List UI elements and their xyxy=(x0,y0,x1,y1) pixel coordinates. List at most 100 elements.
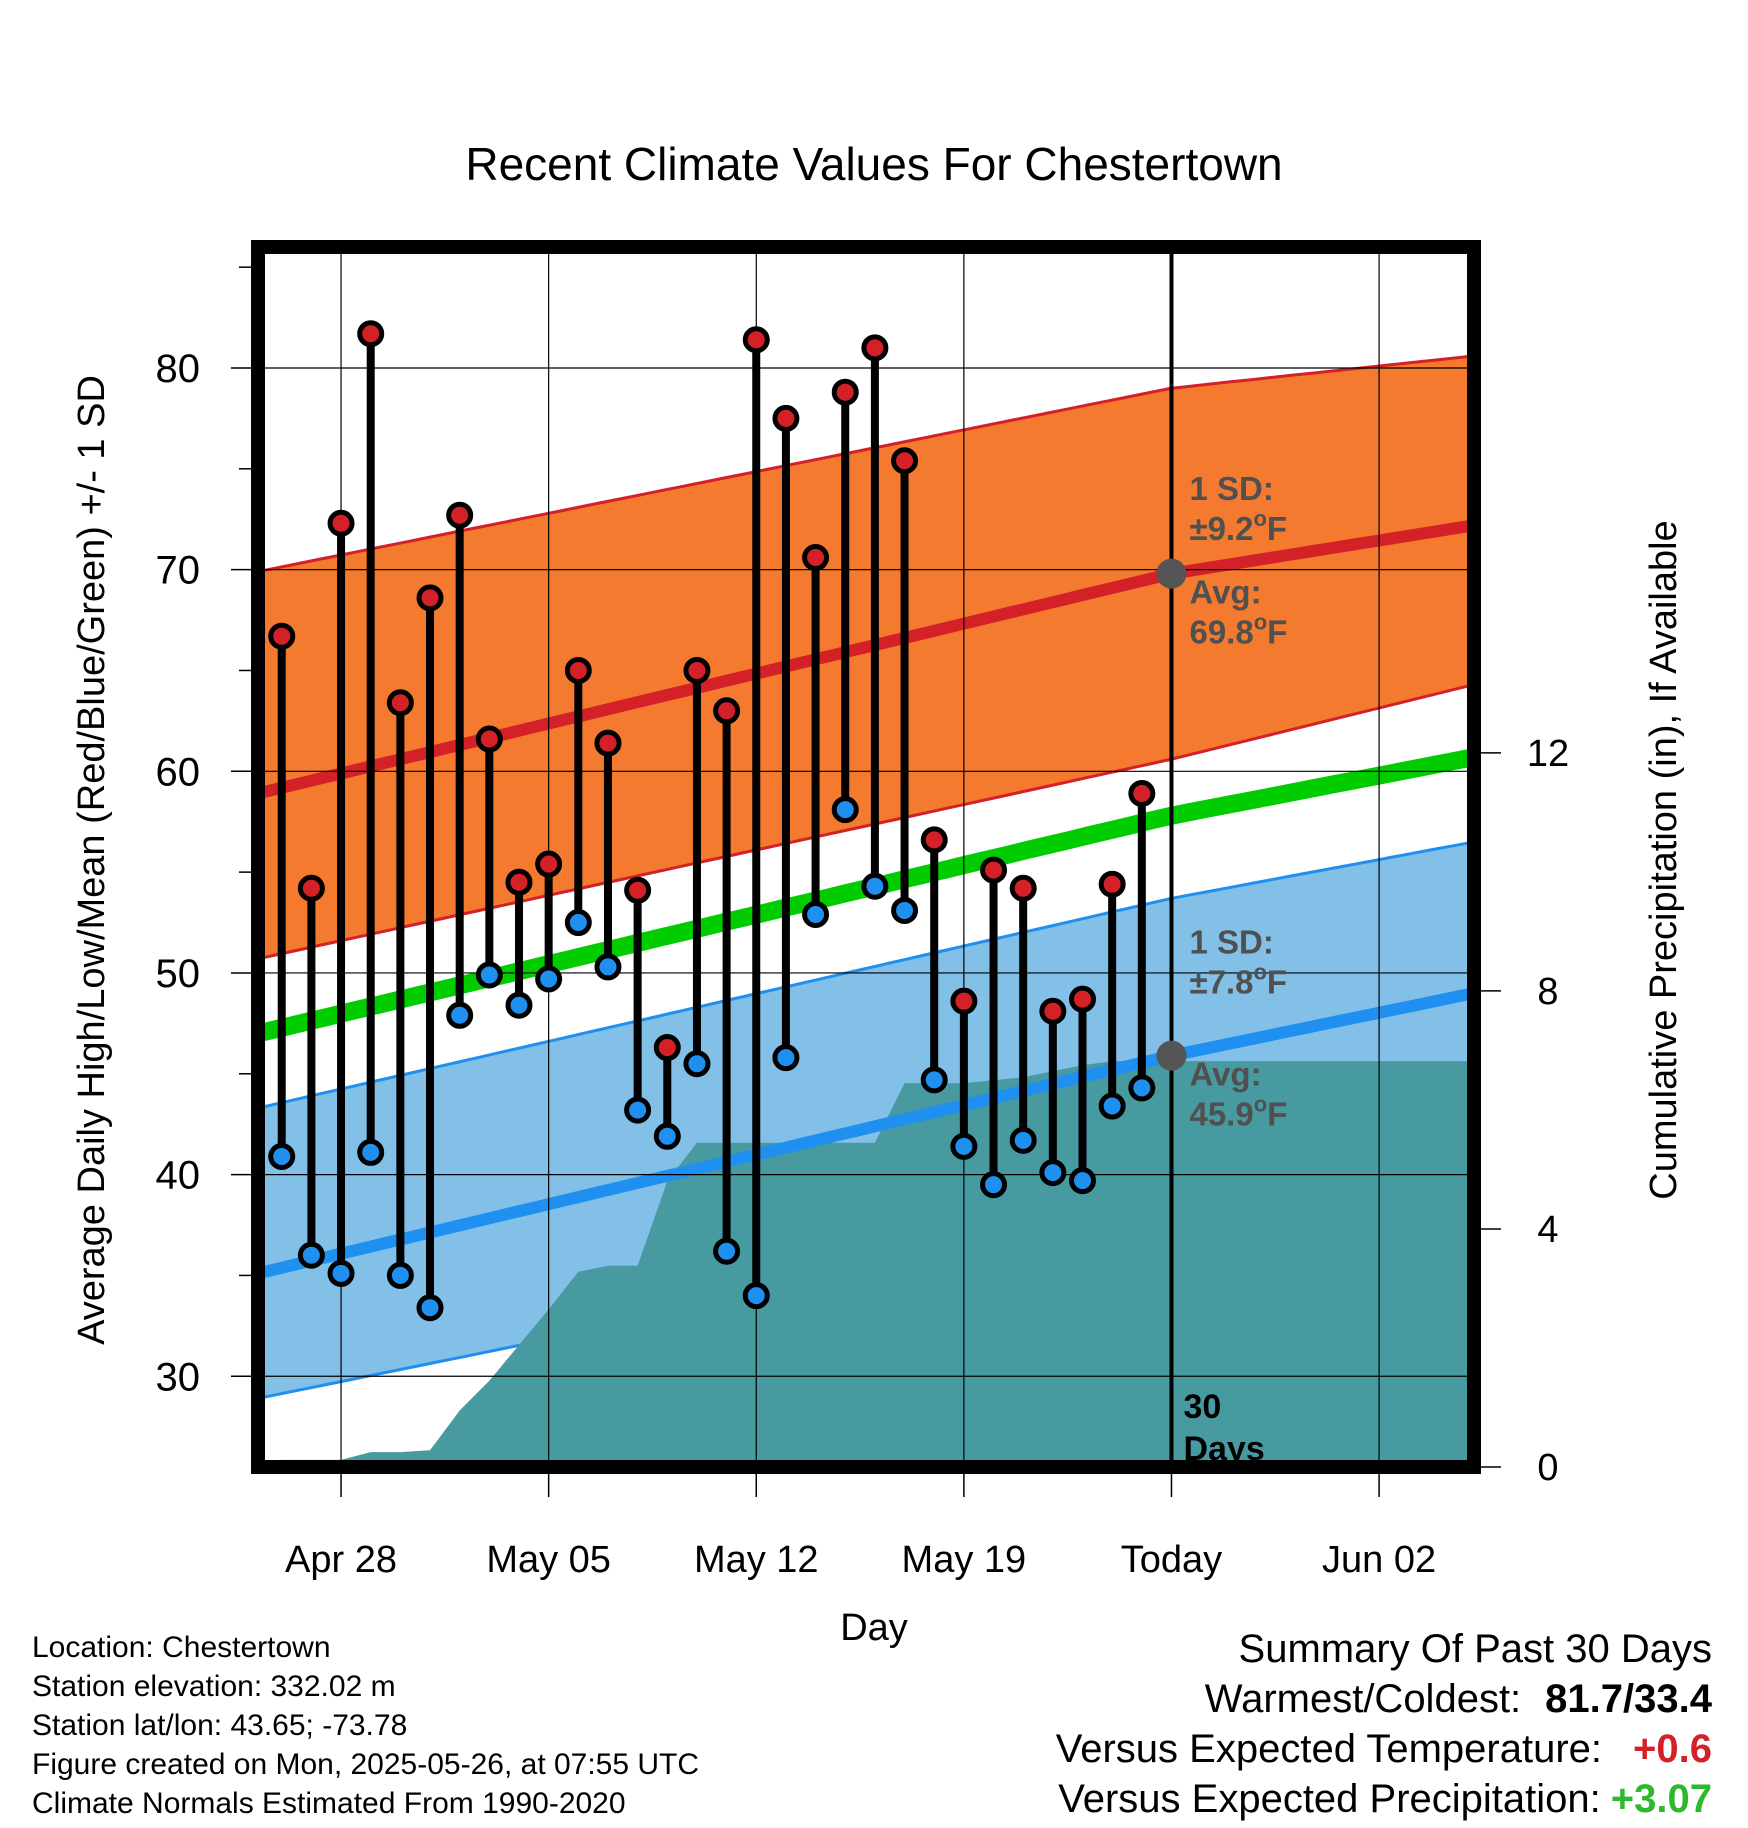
y2-tick-label: 8 xyxy=(1537,971,1558,1013)
daily-low-dot xyxy=(1039,1159,1067,1187)
x-tick-label: May 05 xyxy=(486,1539,611,1581)
y-tick-label: 40 xyxy=(156,1154,201,1198)
today-normal-high-marker xyxy=(1156,558,1187,589)
temp-value: +0.6 xyxy=(1633,1727,1712,1771)
low-avg-label: Avg: xyxy=(1189,1056,1261,1093)
normal-low-line xyxy=(256,987,1476,1280)
daily-high-dot xyxy=(802,544,830,572)
x-tick-label: Jun 02 xyxy=(1322,1539,1436,1581)
station-info: Location: Chestertown Station elevation:… xyxy=(32,1628,699,1823)
daily-high-dot xyxy=(1069,985,1097,1013)
y2-tick-label: 12 xyxy=(1527,733,1569,775)
daily-high-dot xyxy=(357,320,385,348)
daily-high-dot xyxy=(1128,779,1156,807)
x-tick-label: Today xyxy=(1121,1539,1222,1581)
daily-low-dot xyxy=(742,1282,770,1310)
daily-high-dot xyxy=(683,656,711,684)
y2-tick-label: 0 xyxy=(1537,1447,1558,1489)
daily-high-dot xyxy=(891,447,919,475)
daily-low-dot xyxy=(980,1171,1008,1199)
daily-low-dot xyxy=(297,1241,325,1269)
daily-low-dot xyxy=(831,796,859,824)
plot-frame xyxy=(251,240,1481,1474)
high-sd-band xyxy=(258,355,1474,959)
daily-low-dot xyxy=(594,953,622,981)
daily-high-dot xyxy=(1098,870,1126,898)
warmest-row: Warmest/Coldest: 81.7/33.4 xyxy=(1056,1674,1712,1724)
daily-high-dot xyxy=(268,622,296,650)
y2-axis-label: Cumulative Precipitation (in), If Availa… xyxy=(1643,520,1685,1199)
daily-low-dot xyxy=(713,1237,741,1265)
y-tick-label: 60 xyxy=(156,750,201,794)
daily-high-dot xyxy=(713,697,741,725)
y2-tick-label: 4 xyxy=(1537,1209,1558,1251)
daily-low-dot xyxy=(1009,1126,1037,1154)
summary-title: Summary Of Past 30 Days xyxy=(1238,1627,1712,1671)
precip-label: Versus Expected Precipitation: xyxy=(1058,1777,1601,1821)
daily-low-dot xyxy=(683,1050,711,1078)
normals-text: Climate Normals Estimated From 1990-2020 xyxy=(32,1787,626,1820)
precip-row: Versus Expected Precipitation: +3.07 xyxy=(1056,1774,1712,1824)
daily-high-dot xyxy=(446,501,474,529)
daily-low-dot xyxy=(564,909,592,937)
daily-low-dot xyxy=(535,965,563,993)
daily-low-dot xyxy=(268,1142,296,1170)
daily-high-dot xyxy=(564,656,592,684)
daily-high-dot xyxy=(297,874,325,902)
daily-low-dot xyxy=(357,1138,385,1166)
daily-low-dot xyxy=(505,991,533,1019)
latlon-text: Station lat/lon: 43.65; -73.78 xyxy=(32,1709,408,1742)
low-sd-label: 1 SD: xyxy=(1189,923,1273,960)
summary-panel: Summary Of Past 30 Days Warmest/Coldest:… xyxy=(1056,1624,1712,1824)
warmest-label: Warmest/Coldest: xyxy=(1204,1677,1522,1721)
daily-high-dot xyxy=(1009,874,1037,902)
daily-high-dot xyxy=(920,826,948,854)
daily-low-dot xyxy=(475,961,503,989)
daily-low-dot xyxy=(327,1259,355,1287)
daily-low-dot xyxy=(386,1261,414,1289)
low-avg-value: 45.9oF xyxy=(1189,1092,1287,1133)
daily-high-dot xyxy=(416,584,444,612)
created-text: Figure created on Mon, 2025-05-26, at 07… xyxy=(32,1748,700,1781)
daily-high-dot xyxy=(386,689,414,717)
high-avg-label: Avg: xyxy=(1189,574,1261,611)
temp-row: Versus Expected Temperature: +0.6 xyxy=(1056,1724,1712,1774)
daily-low-dot xyxy=(891,896,919,924)
daily-high-dot xyxy=(742,326,770,354)
daily-low-dot xyxy=(950,1132,978,1160)
y-tick-label: 30 xyxy=(156,1355,201,1399)
x-tick-label: May 12 xyxy=(694,1539,819,1581)
precip-value: +3.07 xyxy=(1610,1777,1712,1821)
daily-low-dot xyxy=(1069,1167,1097,1195)
high-sd-value: ±9.2oF xyxy=(1189,506,1287,547)
daily-low-dot xyxy=(624,1096,652,1124)
high-avg-value: 69.8oF xyxy=(1189,610,1287,651)
x-tick-label: Apr 28 xyxy=(285,1539,397,1581)
low-sd-value: ±7.8oF xyxy=(1189,959,1287,1000)
daily-high-dot xyxy=(535,850,563,878)
today-normal-low-marker xyxy=(1156,1040,1187,1071)
daily-high-dot xyxy=(831,378,859,406)
daily-high-dot xyxy=(594,729,622,757)
daily-high-dot xyxy=(327,509,355,537)
days-count-number: 30 xyxy=(1183,1388,1221,1426)
daily-high-dot xyxy=(653,1034,681,1062)
daily-high-dot xyxy=(624,876,652,904)
daily-low-dot xyxy=(920,1066,948,1094)
y-tick-label: 50 xyxy=(156,952,201,996)
x-axis-label: Day xyxy=(840,1607,908,1649)
daily-high-dot xyxy=(772,404,800,432)
daily-high-dot xyxy=(475,725,503,753)
daily-low-dot xyxy=(772,1044,800,1072)
y-tick-label: 70 xyxy=(156,549,201,593)
daily-low-dot xyxy=(653,1122,681,1150)
low-sd-band-upper-edge xyxy=(257,840,1475,1110)
daily-low-dot xyxy=(1128,1074,1156,1102)
daily-high-dot xyxy=(950,987,978,1015)
daily-high-dot xyxy=(1039,997,1067,1025)
y-axis-label: Average Daily High/Low/Mean (Red/Blue/Gr… xyxy=(71,375,113,1345)
chart-title: Recent Climate Values For Chestertown xyxy=(465,138,1282,190)
temp-label: Versus Expected Temperature: xyxy=(1055,1727,1602,1771)
daily-low-dot xyxy=(861,872,889,900)
